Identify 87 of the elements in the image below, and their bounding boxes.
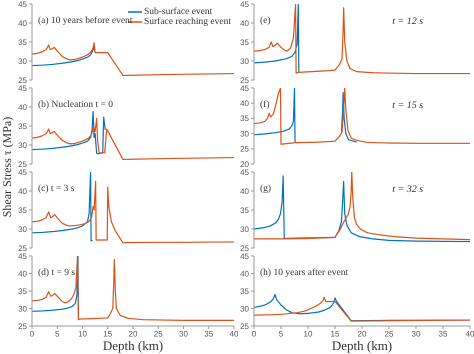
text: (a) 10 years before event [38, 16, 132, 26]
x-tick-label: 35 [204, 330, 214, 339]
text: (d) t = 9 s [38, 268, 76, 278]
y-tick-label: 25 [240, 144, 250, 154]
text: (f) [260, 100, 270, 110]
x-tick-label: 30 [179, 330, 188, 339]
text: (g) [260, 184, 272, 194]
text: (c) t = 3 s [38, 184, 74, 194]
x-tick-label: 30 [412, 330, 421, 339]
y-tick-label: 30 [240, 304, 250, 314]
y-tick-label: 40 [240, 99, 250, 108]
y-tick-label: 35 [18, 206, 28, 215]
y-tick-label: 45 [240, 0, 250, 9]
y-tick-label: 30 [240, 56, 250, 66]
y-axis-title: Shear Stress τ (MPa) [0, 116, 14, 220]
line-series [32, 46, 96, 66]
y-tick-label: 25 [18, 160, 28, 169]
legend-label: Surface reaching event [144, 17, 231, 27]
y-tick-label: 40 [240, 18, 250, 28]
y-tick-label: 25 [18, 322, 28, 331]
y-tick-label: 45 [240, 168, 250, 177]
y-tick-label: 25 [240, 76, 250, 85]
line-series [32, 42, 234, 76]
y-tick-label: 25 [240, 244, 250, 253]
y-tick-label: 30 [240, 224, 250, 234]
y-tick-label: 35 [18, 286, 28, 296]
y-tick-label: 40 [18, 269, 28, 278]
line-series [254, 88, 470, 145]
y-tick-label: 45 [18, 252, 28, 261]
y-tick-label: 35 [18, 122, 28, 131]
text: (b) Nucleation t = 0 [38, 100, 114, 110]
y-tick-label: 30 [18, 224, 28, 234]
x-tick-label: 20 [358, 330, 367, 339]
y-tick-label: 20 [240, 160, 250, 169]
x-tick-label: 0 [30, 330, 35, 339]
x-tick-label: 10 [78, 330, 88, 339]
y-tick-label: 30 [18, 56, 28, 66]
x-axis-title: Depth (km) [332, 338, 392, 353]
y-tick-label: 35 [240, 114, 250, 124]
text: (h) 10 years after event [260, 268, 348, 278]
text: t = 12 s [392, 16, 424, 27]
line-series [254, 4, 300, 74]
line-series [254, 4, 470, 74]
y-tick-label: 45 [240, 252, 250, 261]
x-tick-label: 15 [103, 330, 113, 339]
x-tick-label: 10 [304, 330, 313, 339]
x-axis-title: Depth (km) [102, 338, 164, 353]
x-tick-label: 5 [55, 330, 60, 339]
y-tick-label: 40 [240, 269, 250, 278]
legend-label: Sub-surface event [144, 7, 212, 17]
x-tick-label: 25 [154, 330, 164, 339]
y-tick-label: 45 [240, 84, 250, 93]
line-series [340, 92, 358, 143]
line-series [32, 256, 234, 321]
y-tick-label: 30 [18, 140, 28, 150]
line-series [32, 110, 106, 154]
y-tick-label: 30 [18, 304, 28, 314]
x-tick-label: 20 [128, 330, 138, 339]
x-tick-label: 15 [330, 330, 340, 339]
line-series [32, 118, 234, 160]
y-tick-label: 35 [240, 38, 250, 47]
line-series [32, 180, 234, 244]
line-series [32, 172, 94, 242]
y-tick-label: 45 [18, 84, 28, 93]
y-tick-label: 30 [240, 129, 250, 138]
y-tick-label: 45 [18, 0, 28, 9]
x-tick-label: 25 [384, 330, 394, 339]
text: t = 15 s [392, 100, 424, 111]
line-series [254, 88, 296, 144]
y-tick-label: 35 [18, 38, 28, 47]
text: (e) [260, 16, 271, 26]
y-tick-label: 40 [18, 18, 28, 28]
y-tick-label: 40 [240, 186, 250, 196]
x-tick-label: 0 [252, 330, 257, 339]
x-tick-label: 40 [466, 330, 474, 339]
y-tick-label: 45 [18, 168, 28, 177]
x-tick-label: 5 [278, 330, 284, 339]
text: t = 32 s [392, 184, 424, 195]
y-tick-label: 25 [240, 322, 250, 331]
x-tick-label: 35 [438, 330, 448, 339]
y-tick-label: 40 [18, 186, 28, 196]
y-tick-label: 40 [18, 102, 28, 112]
y-tick-label: 25 [18, 244, 28, 253]
y-tick-label: 25 [18, 76, 28, 85]
y-tick-label: 35 [240, 286, 250, 296]
y-tick-label: 35 [240, 206, 250, 215]
x-tick-label: 40 [230, 330, 239, 339]
